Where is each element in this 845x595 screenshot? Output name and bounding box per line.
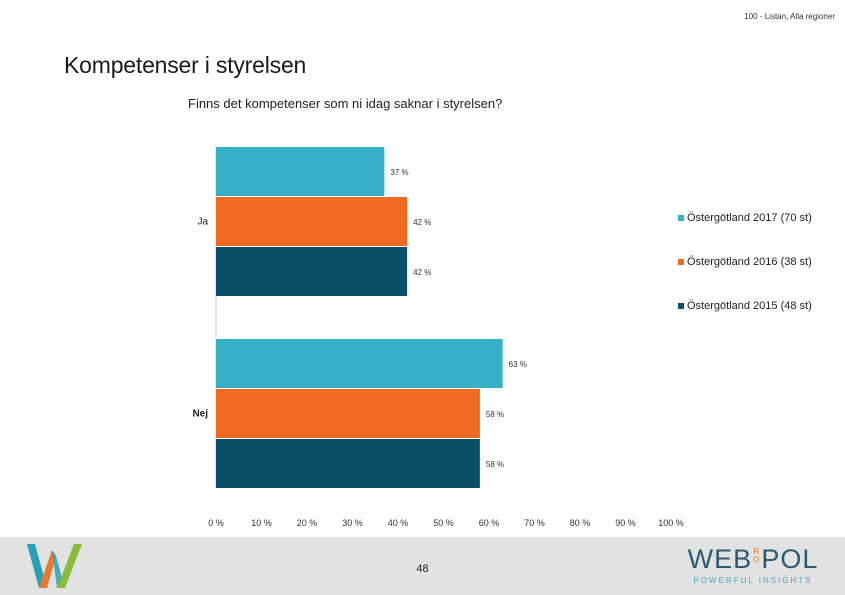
data-label: 58 % bbox=[486, 410, 504, 419]
data-label: 42 % bbox=[413, 268, 431, 277]
x-tick-label: 90 % bbox=[615, 518, 636, 528]
chart-title: Finns det kompetenser som ni idag saknar… bbox=[188, 96, 503, 111]
w-logo-icon bbox=[27, 544, 82, 588]
legend-swatch bbox=[678, 215, 684, 221]
legend-item: Östergötland 2015 (48 st) bbox=[678, 284, 812, 328]
x-tick-label: 70 % bbox=[524, 518, 545, 528]
webropol-logo: WEBR OPOL POWERFUL INSIGHTS bbox=[683, 546, 823, 586]
legend-item: Östergötland 2016 (38 st) bbox=[678, 240, 812, 284]
category-label: Nej bbox=[192, 409, 208, 420]
bar bbox=[216, 197, 408, 246]
legend-item: Östergötland 2017 (70 st) bbox=[678, 196, 812, 240]
brand-wordmark: WEBR OPOL bbox=[683, 546, 823, 573]
legend-swatch bbox=[678, 303, 684, 309]
data-label: 63 % bbox=[509, 360, 527, 369]
legend-label: Östergötland 2017 (70 st) bbox=[687, 212, 812, 224]
slide-title: Kompetenser i styrelsen bbox=[64, 52, 307, 78]
x-tick-label: 20 % bbox=[297, 518, 318, 528]
category-label: Ja bbox=[197, 217, 208, 228]
x-tick-label: 30 % bbox=[342, 518, 363, 528]
x-tick-label: 50 % bbox=[433, 518, 454, 528]
x-tick-label: 10 % bbox=[251, 518, 272, 528]
bar bbox=[216, 439, 480, 488]
legend-label: Östergötland 2015 (48 st) bbox=[687, 300, 812, 312]
x-tick-label: 0 % bbox=[208, 518, 224, 528]
bar-chart: 37 % 42 % 42 % Ja 63 % 58 % 58 % Nej 0 % 10 % 20 %… bbox=[192, 145, 684, 528]
x-tick-label: 40 % bbox=[388, 518, 409, 528]
brand-web: WEB bbox=[687, 544, 753, 574]
w-logo-stroke-2 bbox=[39, 550, 56, 588]
w-logo-stroke-4 bbox=[57, 544, 82, 588]
x-tick-label: 100 % bbox=[658, 518, 684, 528]
page-number: 48 bbox=[416, 563, 429, 575]
legend-label: Östergötland 2016 (38 st) bbox=[687, 256, 812, 268]
brand-pol: POL bbox=[761, 544, 819, 574]
legend-swatch bbox=[678, 259, 684, 265]
footer: 48 WEBR OPOL POWERFUL INSIGHTS bbox=[0, 537, 845, 595]
w-logo-stroke-1 bbox=[27, 544, 47, 588]
bar bbox=[216, 147, 385, 196]
data-label: 58 % bbox=[486, 460, 504, 469]
x-tick-label: 60 % bbox=[479, 518, 500, 528]
data-label: 42 % bbox=[413, 218, 431, 227]
x-tick-label: 80 % bbox=[570, 518, 591, 528]
bar bbox=[216, 339, 503, 388]
brand-tagline: POWERFUL INSIGHTS bbox=[693, 576, 813, 585]
bar bbox=[216, 247, 408, 296]
source-label: 100 - Listan, Alla regioner bbox=[744, 12, 835, 21]
chart-legend: Östergötland 2017 (70 st) Östergötland 20… bbox=[678, 196, 812, 328]
data-label: 37 % bbox=[390, 168, 408, 177]
bar bbox=[216, 389, 480, 438]
